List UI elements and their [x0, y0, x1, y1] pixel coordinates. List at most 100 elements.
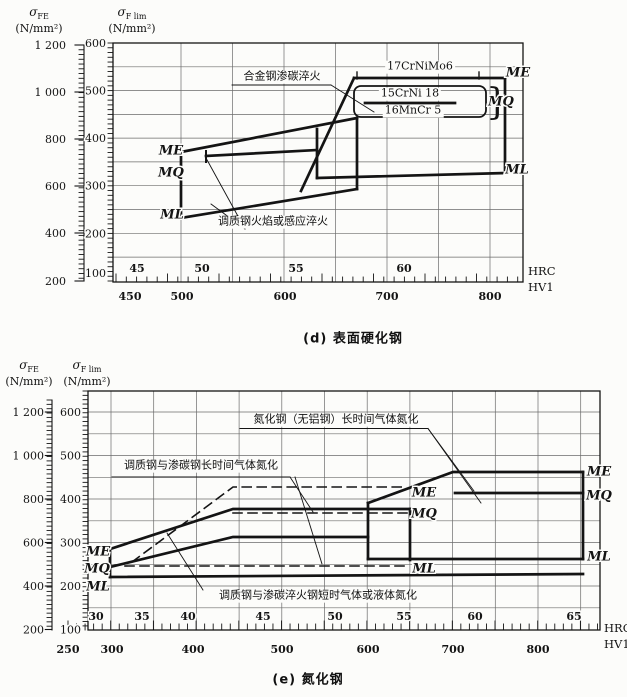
quality-label-me: ME	[505, 66, 531, 81]
hv-label: 450	[119, 290, 142, 303]
hv-label: 500	[171, 290, 194, 303]
sigma-flim-label: 500	[85, 85, 106, 98]
quality-label-mq: MQ	[410, 507, 437, 522]
hrc-label: 50	[194, 262, 210, 275]
axis-name-hrc: HRC	[604, 621, 627, 635]
curve-qt-short-MQ	[108, 535, 370, 569]
quality-label-mq: MQ	[487, 95, 514, 110]
curve-qt-flame-ML	[179, 187, 359, 220]
ann-15crni18: 15CrNi 18	[378, 86, 442, 101]
hrc-label: 35	[134, 610, 149, 623]
sigma-fe-label: 1 000	[13, 450, 45, 463]
sigma-flim-label: 200	[60, 580, 81, 593]
hv-label: 250	[57, 643, 80, 656]
sigma-flim-label: 400	[85, 132, 106, 145]
ann-qt-carb-shorttime: 调质钢与渗碳淬火钢短时气体或液体氮化	[217, 588, 419, 603]
axis-name-hrc: HRC	[528, 264, 556, 278]
leader-line	[166, 532, 204, 591]
sigma-flim-label: 100	[60, 624, 81, 637]
leader-line	[427, 427, 482, 504]
hrc-label: 30	[88, 610, 104, 623]
sigma-flim-label: 600	[85, 37, 106, 50]
caption-e: (e) 氮化钢	[272, 672, 344, 688]
sigma-fe-label: 600	[23, 537, 44, 550]
sigma-fe-label: 400	[23, 580, 44, 593]
ann-16mncr5: 16MnCr 5	[382, 103, 444, 118]
ann-17crnimo6: 17CrNiMo6	[385, 59, 455, 74]
mq-brace: }	[486, 82, 509, 123]
quality-label-me: ME	[586, 465, 612, 480]
curve-qt-short-ME	[108, 507, 412, 551]
axis-title-sigma-flim-d: σF lim (N/mm²)	[108, 5, 156, 35]
hv-label: 700	[376, 290, 399, 303]
curve-qt-short-ML	[108, 572, 585, 579]
sigma-fe-label: 1 000	[35, 86, 67, 99]
quality-label-ml: ML	[159, 208, 184, 223]
quality-label-ml: ML	[85, 580, 110, 595]
curve-carburized-ML	[315, 171, 507, 180]
quality-label-ml: ML	[504, 163, 529, 178]
axis-name-hv1: HV1	[528, 280, 554, 294]
plot-border	[87, 390, 601, 631]
quality-label-me: ME	[411, 486, 437, 501]
quality-label-mq: MQ	[83, 562, 110, 577]
sigma-flim-label: 200	[85, 227, 106, 240]
curve-qt-flame-MQ	[204, 148, 319, 158]
plot-border	[112, 42, 524, 283]
hv-label: 400	[182, 643, 205, 656]
quality-label-mq: MQ	[585, 489, 612, 504]
hrc-label: 60	[467, 610, 483, 623]
leader-line	[294, 476, 323, 565]
caption-d: (d) 表面硬化钢	[303, 331, 403, 347]
quality-label-me: ME	[85, 545, 111, 560]
quality-label-ml: ML	[586, 550, 611, 565]
hrc-label: 55	[288, 262, 303, 275]
quality-label-ml: ML	[411, 562, 436, 577]
axis-name-hv1: HV1	[604, 637, 627, 651]
hv-label: 600	[274, 290, 297, 303]
quality-label-mq: MQ	[157, 166, 184, 181]
sigma-fe-label: 600	[45, 180, 66, 193]
chart-d: 1 200 1 000 800 600 400 200 600 500 400 300 200 100…	[33, 36, 557, 305]
sigma-symbol: σ	[19, 358, 28, 372]
hrc-label: 50	[327, 610, 343, 623]
hrc-label: 65	[566, 610, 581, 623]
sigma-fe-label: 200	[45, 275, 66, 288]
curve-longtime-gas-ME	[130, 486, 407, 564]
hv-label: 500	[271, 643, 294, 656]
sigma-flim-label: 500	[60, 450, 81, 463]
sigma-flim-label: 300	[85, 180, 106, 193]
hv-label: 700	[442, 643, 465, 656]
sigma-flim-label: 600	[60, 406, 81, 419]
sigma-fe-label: 200	[23, 624, 44, 637]
sigma-fe-label: 800	[45, 133, 66, 146]
sigma-flim-label: 400	[60, 493, 81, 506]
leader-line	[330, 84, 375, 113]
curve-carburized-ME-rise	[299, 76, 356, 193]
chart-e: 1 200 1 000 800 600 400 200 600 500 400 300 200 100…	[11, 390, 627, 658]
axis-title-sigma-fe-e: σFE (N/mm²)	[5, 358, 53, 388]
ann-nitriding-steel-gas: 氮化钢（无铝钢）长时间气体氮化	[251, 412, 421, 427]
sigma-fe-label: 800	[23, 493, 44, 506]
hrc-label: 45	[129, 262, 144, 275]
hrc-label: 60	[396, 262, 412, 275]
axis-title-sigma-fe-d: σFE (N/mm²)	[15, 5, 63, 35]
axis-title-sigma-flim-e: σF lim (N/mm²)	[63, 358, 111, 388]
leader-line	[289, 476, 314, 513]
sigma-fe-label: 1 200	[13, 406, 45, 419]
sigma-symbol: σ	[72, 358, 81, 372]
hv-label: 300	[101, 643, 124, 656]
hrc-label: 45	[255, 610, 270, 623]
hv-label: 800	[527, 643, 550, 656]
hv-label: 600	[357, 643, 380, 656]
hrc-label: 40	[180, 610, 196, 623]
hrc-label: 55	[396, 610, 411, 623]
sigma-flim-label: 100	[85, 267, 106, 280]
hv-label: 800	[479, 290, 502, 303]
ann-alloy-carburized: 合金钢渗碳淬火	[241, 69, 323, 84]
sigma-symbol: σ	[29, 5, 38, 19]
ann-qt-carb-longtime: 调质钢与渗碳钢长时间气体氮化	[122, 458, 280, 473]
curve-nitrided-ME	[366, 470, 585, 505]
